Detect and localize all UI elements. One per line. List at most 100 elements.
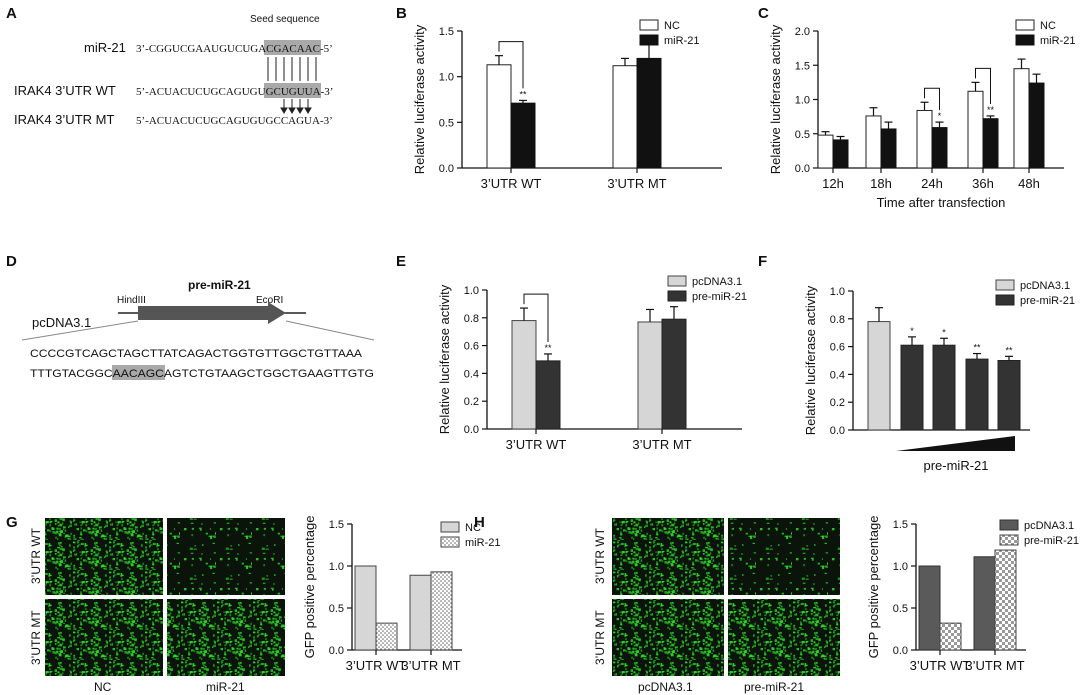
panel-a-alignment: Seed sequence miR-21 3’-CGGUCGAAUGUCUGAC…	[14, 14, 333, 127]
wt-utr-label: IRAK4 3’UTR WT	[14, 83, 116, 98]
y-tick-label-e: 0.6	[464, 341, 479, 353]
bar-b	[486, 64, 512, 169]
bar-g	[354, 565, 377, 651]
h-col-label-pc: pcDNA3.1	[638, 680, 693, 694]
g-row-label-mt: 3’UTR MT	[29, 610, 43, 665]
mir21-label: miR-21	[84, 40, 126, 55]
bar-b	[510, 102, 536, 169]
significance-mark-e: **	[544, 343, 552, 353]
legend-label-c: miR-21	[1040, 35, 1075, 47]
bar-b	[636, 57, 662, 169]
gfp-image-h-mt-pc	[612, 599, 724, 676]
h-row-label-mt: 3’UTR MT	[593, 610, 607, 665]
y-tick-label-f: 0.2	[830, 397, 845, 409]
panel-h-images: 3’UTR WT 3’UTR MT pcDNA3.1 pre-miR-21	[593, 518, 840, 694]
bar-g	[375, 622, 398, 651]
y-axis-label-b: Relative luciferase activity	[412, 24, 427, 174]
bar-g	[430, 571, 453, 651]
x-tick-label-c: 12h	[822, 176, 844, 191]
y-tick-label-b: 1.0	[439, 72, 454, 84]
x-tick-label-g: 3’UTR WT	[346, 658, 407, 673]
y-axis-label-e: Relative luciferase activity	[437, 284, 452, 434]
mir21-sequence: 3’-CGGUCGAAUGUCUGACGACAAC-5’	[136, 43, 333, 55]
legend-label-g: miR-21	[465, 537, 500, 549]
insert-seq-line1: CCCCGTCAGCTAGCTTATCAGACTGGTGTTGGCTGTTAAA	[30, 348, 363, 360]
g-col-label-nc: NC	[94, 680, 112, 694]
gfp-image-h-wt-pre	[728, 518, 840, 595]
x-tick-label-c: 18h	[870, 176, 892, 191]
legend-swatch-b	[639, 34, 659, 46]
legend-swatch-c	[1015, 34, 1035, 46]
bar-c	[832, 139, 849, 169]
bar-c	[916, 109, 933, 169]
significance-bracket-c	[975, 67, 991, 104]
panel-label-e: E	[396, 253, 406, 270]
panel-g-images: 3’UTR WT 3’UTR MT NC miR-21	[29, 518, 285, 694]
legend-label-g: NC	[465, 522, 481, 534]
significance-bracket-c	[924, 87, 940, 111]
legend-swatch-e	[667, 275, 687, 287]
bar-f	[997, 360, 1021, 431]
y-axis-label-c: Relative luciferase activity	[768, 24, 783, 174]
y-tick-label-c: 1.5	[795, 60, 810, 72]
bar-c	[967, 90, 984, 169]
significance-mark-b: **	[519, 89, 527, 99]
bar-e	[511, 320, 537, 430]
chart-b: 0.0 0.5 1.0 1.5 Relative luciferase activity…	[412, 19, 722, 191]
gfp-image-h-mt-pre	[728, 599, 840, 676]
bar-g	[409, 574, 432, 651]
y-tick-label-f: 0.6	[830, 342, 845, 354]
significance-mark-f: *	[942, 327, 946, 337]
y-tick-label-h: 1.0	[893, 561, 908, 573]
hindiii-label: HindIII	[117, 295, 146, 306]
chart-f: 0.0 0.2 0.4 0.6 0.8 1.0 Relative luciferase ac…	[803, 279, 1075, 437]
bar-h	[918, 565, 941, 651]
y-tick-label-h: 1.5	[893, 519, 908, 531]
y-tick-label-f: 0.0	[830, 425, 845, 437]
x-tick-label-h: 3’UTR WT	[910, 658, 971, 673]
x-tick-label-b: 3’UTR WT	[481, 176, 542, 191]
chart-e: 0.0 0.2 0.4 0.6 0.8 1.0 Relative luciferase ac…	[437, 275, 747, 452]
significance-bracket-e	[523, 293, 549, 342]
y-tick-label-c: 0.5	[795, 129, 810, 141]
significance-mark-f: **	[973, 343, 981, 353]
panel-d-construct: pre-miR-21 HindIII EcoRI pcDNA3.1 CCCCGT…	[21, 278, 375, 380]
insert-arrow	[138, 302, 286, 324]
bar-h	[994, 549, 1017, 651]
panel-label-f: F	[758, 253, 767, 270]
bar-e	[535, 360, 561, 430]
y-tick-label-f: 1.0	[830, 286, 845, 298]
panel-label-c: C	[758, 5, 769, 22]
insert-label: pre-miR-21	[188, 278, 251, 292]
bar-c	[817, 134, 834, 169]
chart-g: 0.0 0.5 1.0 1.5 GFP positive percentage 3’UTR…	[302, 516, 500, 673]
y-tick-label-b: 1.5	[439, 26, 454, 38]
gfp-image-g-mt-nc	[45, 599, 163, 676]
gfp-image-h-wt-pc	[612, 518, 724, 595]
significance-mark-c: *	[938, 111, 942, 121]
zoom-line-left	[21, 320, 139, 341]
y-tick-label-e: 0.8	[464, 313, 479, 325]
significance-mark-f: *	[910, 326, 914, 336]
y-tick-label-e: 1.0	[464, 285, 479, 297]
insert-seed-highlight	[112, 365, 165, 380]
wt-utr-sequence: 5’-ACUACUCUGCAGUGUGCUGUUA-3’	[136, 86, 333, 98]
y-tick-label-b: 0.5	[439, 117, 454, 129]
bar-e	[637, 321, 663, 430]
h-col-label-pre: pre-miR-21	[744, 680, 804, 694]
legend-swatch-e	[667, 290, 687, 302]
g-col-label-mir21: miR-21	[206, 680, 245, 694]
significance-mark-c: **	[987, 105, 995, 115]
y-tick-label-f: 0.8	[830, 314, 845, 326]
zoom-line-right	[285, 320, 375, 341]
legend-label-c: NC	[1040, 20, 1056, 32]
f-dose-triangle	[896, 436, 1015, 451]
legend-label-h: pcDNA3.1	[1024, 520, 1074, 532]
charts-layer: 0.0 0.5 1.0 1.5 Relative luciferase activity…	[302, 19, 1079, 673]
legend-swatch-b	[639, 19, 659, 31]
bar-c	[982, 118, 999, 169]
y-tick-label-g: 1.0	[329, 561, 344, 573]
bar-f	[932, 344, 956, 431]
panel-label-d: D	[6, 253, 17, 270]
bar-c	[1013, 68, 1030, 169]
